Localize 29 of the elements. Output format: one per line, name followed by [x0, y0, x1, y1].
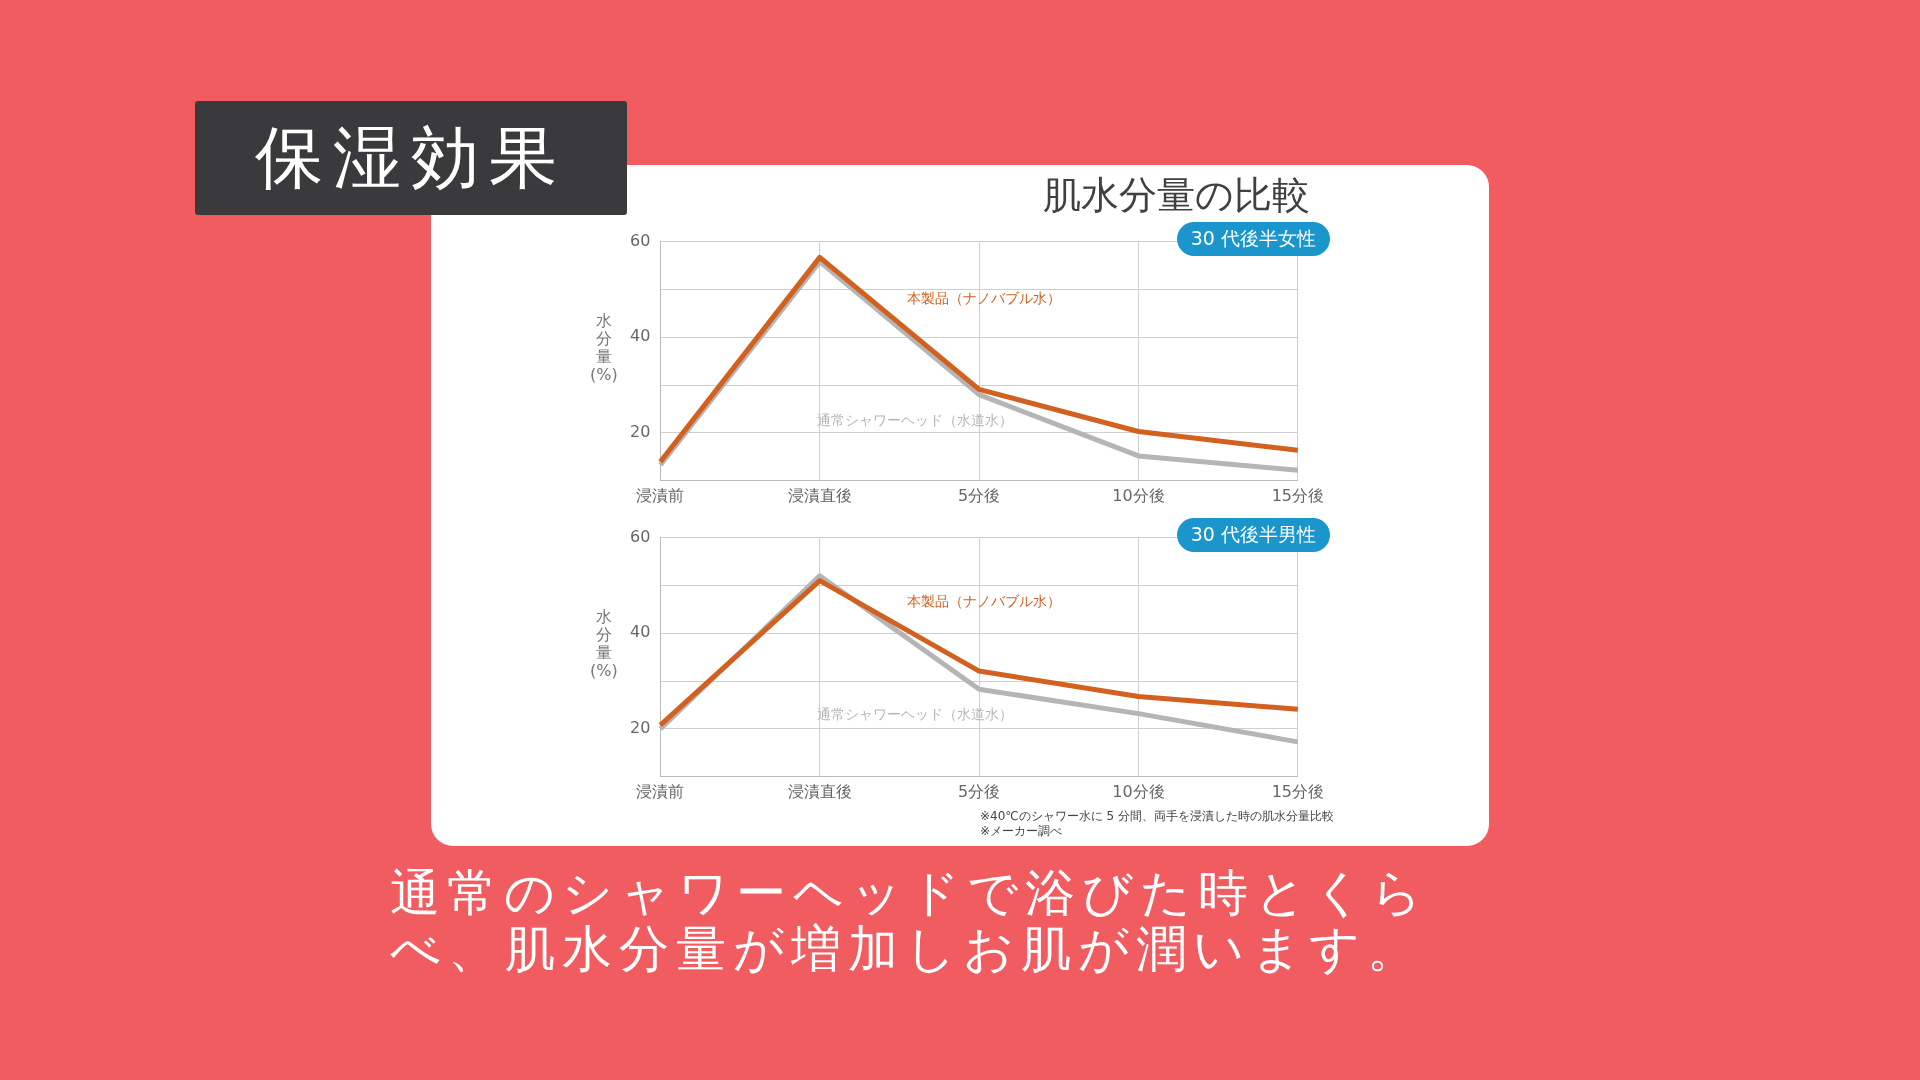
- x-tick-label: 浸漬直後: [787, 485, 852, 505]
- x-tick-label: 浸漬直後: [787, 781, 852, 801]
- x-tick-label: 浸漬前: [636, 485, 685, 505]
- series-label: 通常シャワーヘッド（水道水）: [817, 411, 1014, 428]
- x-tick-label: 15分後: [1271, 781, 1324, 801]
- text: ※40℃のシャワー水に 5 分間、両手を浸漬した時の肌水分量比較: [980, 808, 1335, 825]
- text: 保湿効果: [195, 101, 627, 215]
- x-tick-label: 10分後: [1112, 781, 1165, 801]
- chart-subtitle: 30 代後半男性: [1176, 518, 1330, 552]
- chart-subtitle: 30 代後半女性: [1176, 222, 1330, 256]
- y-tick-label: 20: [630, 422, 651, 442]
- y-tick-label: 20: [630, 718, 651, 738]
- y-axis-title: 水分量(%): [590, 311, 618, 384]
- x-tick-label: 浸漬前: [636, 781, 685, 801]
- x-tick-label: 5分後: [958, 485, 1001, 505]
- y-tick-label: 60: [630, 526, 651, 546]
- series-label: 本製品（ナノバブル水）: [907, 290, 1062, 307]
- series-label: 本製品（ナノバブル水）: [907, 592, 1062, 609]
- chart-title: 肌水分量の比較: [1043, 172, 1310, 219]
- x-tick-label: 15分後: [1271, 485, 1324, 505]
- y-tick-label: 60: [630, 230, 651, 250]
- text: ※メーカー調べ: [980, 823, 1063, 840]
- text: 通常のシャワーヘッドで浴びた時とくらべ、肌水分量が増加しお肌が潤います。: [390, 864, 1430, 978]
- x-tick-label: 10分後: [1112, 485, 1165, 505]
- x-tick-label: 5分後: [958, 781, 1001, 801]
- series-label: 通常シャワーヘッド（水道水）: [817, 706, 1014, 723]
- y-axis-title: 水分量(%): [590, 607, 618, 680]
- y-tick-label: 40: [630, 326, 651, 346]
- y-tick-label: 40: [630, 622, 651, 642]
